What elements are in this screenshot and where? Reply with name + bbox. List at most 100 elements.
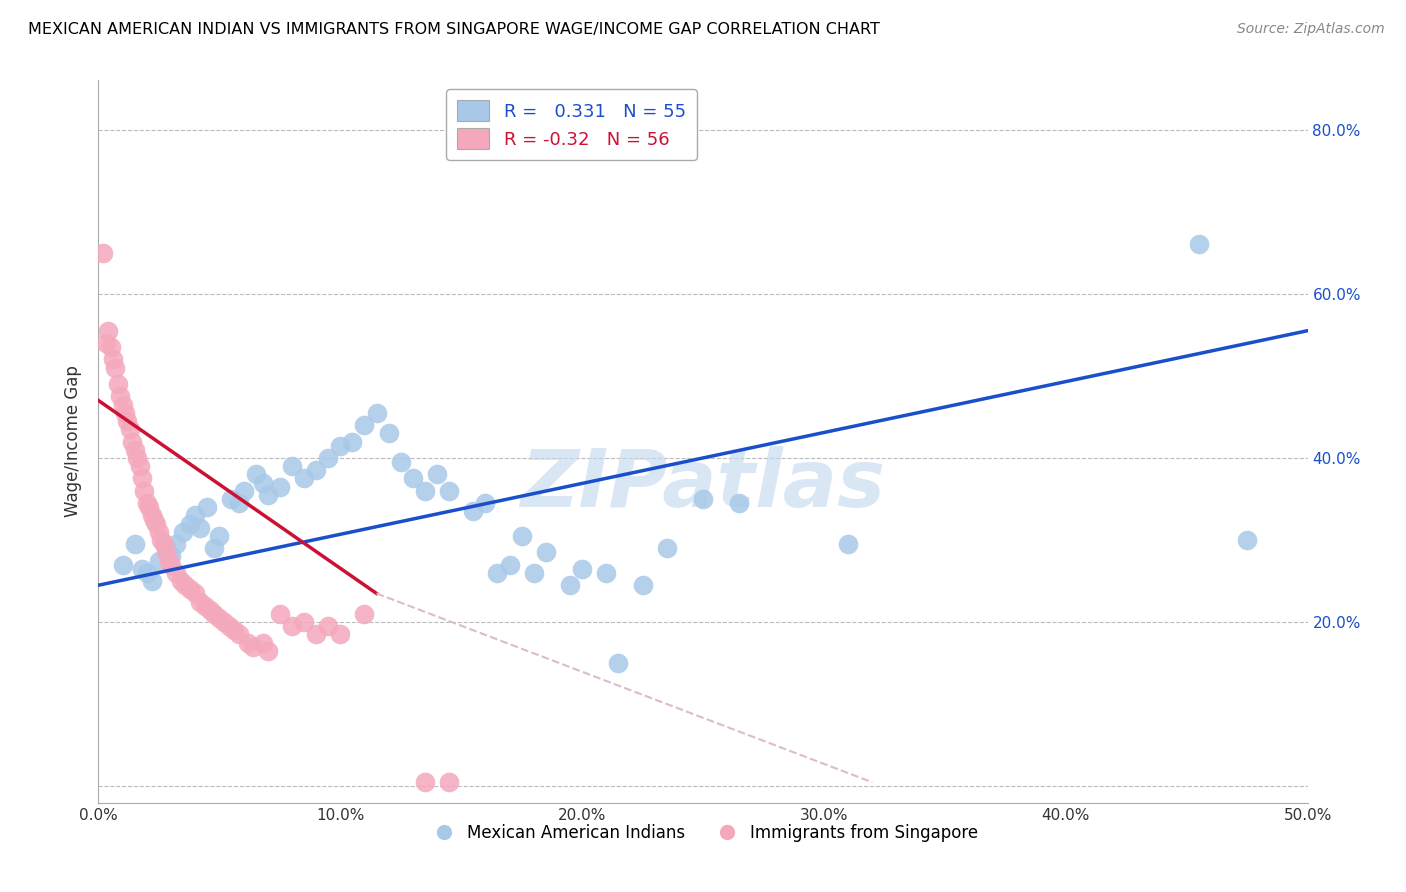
- Point: [571, 562, 593, 576]
- Point: [127, 450, 149, 465]
- Point: [121, 434, 143, 449]
- Point: [329, 627, 352, 641]
- Point: [145, 516, 167, 531]
- Point: [135, 566, 157, 580]
- Point: [256, 644, 278, 658]
- Point: [143, 512, 166, 526]
- Point: [305, 627, 328, 641]
- Point: [204, 541, 226, 556]
- Point: [486, 566, 509, 580]
- Point: [437, 775, 460, 789]
- Point: [108, 389, 131, 403]
- Point: [155, 541, 177, 556]
- Point: [169, 574, 191, 588]
- Point: [118, 422, 141, 436]
- Point: [292, 615, 315, 630]
- Point: [100, 340, 122, 354]
- Point: [165, 537, 187, 551]
- Point: [212, 615, 235, 630]
- Point: [174, 578, 197, 592]
- Point: [242, 640, 264, 654]
- Point: [342, 434, 364, 449]
- Point: [97, 324, 120, 338]
- Point: [463, 504, 485, 518]
- Point: [402, 471, 425, 485]
- Point: [155, 545, 177, 559]
- Point: [107, 377, 129, 392]
- Point: [256, 488, 278, 502]
- Point: [117, 414, 139, 428]
- Point: [194, 599, 217, 613]
- Point: [252, 475, 274, 490]
- Point: [91, 245, 114, 260]
- Point: [148, 524, 170, 539]
- Point: [728, 496, 751, 510]
- Point: [179, 516, 201, 531]
- Y-axis label: Wage/Income Gap: Wage/Income Gap: [65, 366, 83, 517]
- Point: [228, 627, 250, 641]
- Point: [208, 529, 231, 543]
- Point: [238, 636, 260, 650]
- Point: [692, 491, 714, 506]
- Point: [353, 607, 375, 621]
- Point: [353, 418, 375, 433]
- Point: [413, 775, 436, 789]
- Point: [498, 558, 520, 572]
- Point: [474, 496, 496, 510]
- Point: [160, 549, 183, 564]
- Point: [184, 508, 207, 523]
- Point: [131, 471, 153, 485]
- Point: [157, 553, 180, 567]
- Point: [152, 537, 174, 551]
- Point: [377, 426, 399, 441]
- Point: [141, 508, 163, 523]
- Point: [198, 603, 221, 617]
- Point: [281, 619, 304, 633]
- Point: [150, 533, 173, 547]
- Point: [655, 541, 678, 556]
- Legend: Mexican American Indians, Immigrants from Singapore: Mexican American Indians, Immigrants fro…: [420, 817, 986, 848]
- Point: [329, 439, 352, 453]
- Point: [222, 624, 245, 638]
- Text: ZIPatlas: ZIPatlas: [520, 446, 886, 524]
- Point: [631, 578, 654, 592]
- Point: [141, 574, 163, 588]
- Point: [252, 636, 274, 650]
- Point: [160, 558, 183, 572]
- Point: [131, 562, 153, 576]
- Point: [1236, 533, 1258, 547]
- Point: [316, 450, 339, 465]
- Point: [188, 521, 211, 535]
- Point: [281, 459, 304, 474]
- Point: [437, 483, 460, 498]
- Point: [232, 483, 254, 498]
- Point: [111, 398, 134, 412]
- Point: [172, 524, 194, 539]
- Point: [101, 352, 124, 367]
- Point: [305, 463, 328, 477]
- Point: [165, 566, 187, 580]
- Point: [134, 483, 156, 498]
- Point: [1188, 237, 1211, 252]
- Point: [218, 619, 240, 633]
- Point: [558, 578, 581, 592]
- Point: [607, 657, 630, 671]
- Point: [179, 582, 201, 597]
- Point: [114, 406, 136, 420]
- Point: [208, 611, 231, 625]
- Point: [426, 467, 449, 482]
- Point: [595, 566, 617, 580]
- Text: MEXICAN AMERICAN INDIAN VS IMMIGRANTS FROM SINGAPORE WAGE/INCOME GAP CORRELATION: MEXICAN AMERICAN INDIAN VS IMMIGRANTS FR…: [28, 22, 880, 37]
- Point: [228, 496, 250, 510]
- Text: Source: ZipAtlas.com: Source: ZipAtlas.com: [1237, 22, 1385, 37]
- Point: [523, 566, 546, 580]
- Point: [316, 619, 339, 633]
- Point: [111, 558, 134, 572]
- Point: [204, 607, 226, 621]
- Point: [534, 545, 557, 559]
- Point: [188, 594, 211, 608]
- Point: [94, 336, 117, 351]
- Point: [195, 500, 218, 515]
- Point: [124, 537, 146, 551]
- Point: [269, 480, 291, 494]
